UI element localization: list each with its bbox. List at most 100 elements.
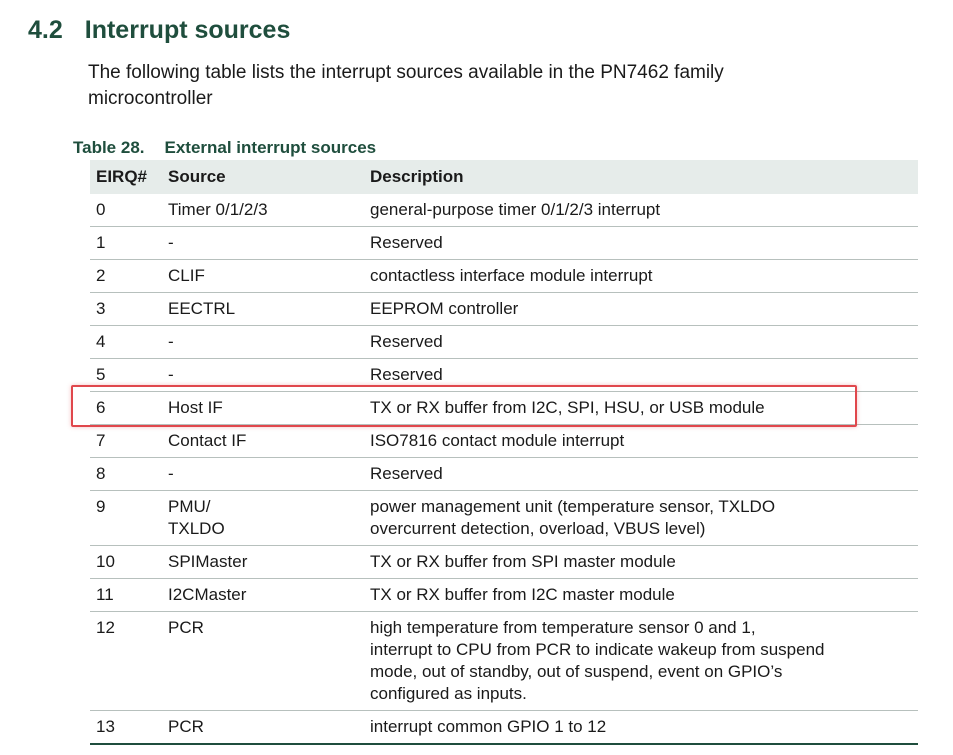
cell-eirq: 13 <box>90 710 162 745</box>
cell-description: Reserved <box>364 358 918 392</box>
table-caption: Table 28. External interrupt sources <box>73 138 376 158</box>
section-number: 4.2 <box>28 16 63 44</box>
cell-description: general-purpose timer 0/1/2/3 interrupt <box>364 194 918 227</box>
table-row: 2 CLIF contactless interface module interr… <box>90 259 918 293</box>
table-row: 6 Host IF TX or RX buffer from I2C, SPI, H… <box>90 391 918 425</box>
description-line: power management unit (temperature senso… <box>370 497 776 516</box>
header-source: Source <box>168 167 226 186</box>
cell-source: PCR <box>162 611 364 711</box>
table-row: 10 SPIMaster TX or RX buffer from SPI mast… <box>90 545 918 579</box>
cell-source: PMU/TXLDO <box>162 490 364 546</box>
cell-description: Reserved <box>364 226 918 260</box>
description-line: EEPROM controller <box>370 299 519 318</box>
cell-description: high temperature from temperature sensor… <box>364 611 918 711</box>
table-row: 11 I2CMaster TX or RX buffer from I2C mast… <box>90 578 918 612</box>
cell-eirq: 2 <box>90 259 162 293</box>
source-line: PCR <box>168 717 204 736</box>
cell-description: ISO7816 contact module interrupt <box>364 424 918 458</box>
cell-source: - <box>162 226 364 260</box>
source-line: Timer 0/1/2/3 <box>168 200 268 219</box>
cell-source: - <box>162 358 364 392</box>
section-heading: 4.2 Interrupt sources <box>28 16 290 45</box>
table-caption-number: Table 28. <box>73 138 145 157</box>
cell-source: I2CMaster <box>162 578 364 612</box>
table-row: 8- Reserved <box>90 457 918 491</box>
cell-eirq: 9 <box>90 490 162 546</box>
cell-eirq: 0 <box>90 194 162 227</box>
source-line: PMU/ <box>168 497 211 516</box>
cell-source: - <box>162 325 364 359</box>
table-row: 13 PCR interrupt common GPIO 1 to 12 <box>90 710 918 745</box>
table-header-row: EIRQ# Source Description <box>90 160 918 194</box>
source-line: PCR <box>168 618 204 637</box>
header-description: Description <box>370 167 464 186</box>
table-row: 3 EECTRL EEPROM controller <box>90 292 918 326</box>
cell-source: PCR <box>162 710 364 745</box>
source-line: - <box>168 233 174 252</box>
cell-description: TX or RX buffer from I2C master module <box>364 578 918 612</box>
source-line: TXLDO <box>168 519 225 538</box>
description-line: TX or RX buffer from I2C master module <box>370 585 675 604</box>
description-line: interrupt to CPU from PCR to indicate wa… <box>370 640 825 659</box>
description-line: interrupt common GPIO 1 to 12 <box>370 717 607 736</box>
source-line: - <box>168 332 174 351</box>
cell-source: Contact IF <box>162 424 364 458</box>
cell-source: Host IF <box>162 391 364 425</box>
cell-eirq: 8 <box>90 457 162 491</box>
cell-description: interrupt common GPIO 1 to 12 <box>364 710 918 745</box>
source-line: Contact IF <box>168 431 247 450</box>
source-line: I2CMaster <box>168 585 247 604</box>
description-line: overcurrent detection, overload, VBUS le… <box>370 519 706 538</box>
source-line: - <box>168 464 174 483</box>
cell-description: contactless interface module interrupt <box>364 259 918 293</box>
cell-source: Timer 0/1/2/3 <box>162 194 364 227</box>
description-line: high temperature from temperature sensor… <box>370 618 756 637</box>
description-line: Reserved <box>370 233 443 252</box>
interrupt-sources-table: EIRQ# Source Description 0 Timer 0/1/2/3 g… <box>90 160 918 745</box>
table-caption-title: External interrupt sources <box>164 138 377 157</box>
description-line: general-purpose timer 0/1/2/3 interrupt <box>370 200 661 219</box>
cell-eirq: 12 <box>90 611 162 711</box>
cell-description: EEPROM controller <box>364 292 918 326</box>
table-row: 7 Contact IF ISO7816 contact module interr… <box>90 424 918 458</box>
description-line: configured as inputs. <box>370 684 527 703</box>
cell-eirq: 5 <box>90 358 162 392</box>
table-row: 0 Timer 0/1/2/3 general-purpose timer 0/1/… <box>90 194 918 227</box>
cell-eirq: 1 <box>90 226 162 260</box>
description-line: mode, out of standby, out of suspend, ev… <box>370 662 783 681</box>
description-line: TX or RX buffer from SPI master module <box>370 552 676 571</box>
description-line: Reserved <box>370 464 443 483</box>
cell-source: CLIF <box>162 259 364 293</box>
source-line: EECTRL <box>168 299 236 318</box>
table-row: 5- Reserved <box>90 358 918 392</box>
cell-description: TX or RX buffer from SPI master module <box>364 545 918 579</box>
cell-source: SPIMaster <box>162 545 364 579</box>
source-line: Host IF <box>168 398 223 417</box>
source-line: SPIMaster <box>168 552 248 571</box>
header-eirq: EIRQ# <box>96 167 148 186</box>
source-line: CLIF <box>168 266 205 285</box>
description-line: Reserved <box>370 332 443 351</box>
cell-eirq: 11 <box>90 578 162 612</box>
description-line: Reserved <box>370 365 443 384</box>
description-line: contactless interface module interrupt <box>370 266 653 285</box>
description-line: TX or RX buffer from I2C, SPI, HSU, or U… <box>370 398 765 417</box>
table-row: 1- Reserved <box>90 226 918 260</box>
description-line: ISO7816 contact module interrupt <box>370 431 625 450</box>
table-row: 12 PCR high temperature from temperature s… <box>90 611 918 711</box>
cell-eirq: 7 <box>90 424 162 458</box>
cell-eirq: 6 <box>90 391 162 425</box>
table-row: 4- Reserved <box>90 325 918 359</box>
cell-description: Reserved <box>364 457 918 491</box>
cell-description: TX or RX buffer from I2C, SPI, HSU, or U… <box>364 391 918 425</box>
cell-eirq: 4 <box>90 325 162 359</box>
cell-source: - <box>162 457 364 491</box>
cell-description: Reserved <box>364 325 918 359</box>
cell-eirq: 10 <box>90 545 162 579</box>
cell-source: EECTRL <box>162 292 364 326</box>
section-title: Interrupt sources <box>84 16 291 44</box>
intro-paragraph: The following table lists the interrupt … <box>88 62 724 109</box>
table-row: 9 PMU/TXLDO power management unit (tempera… <box>90 490 918 546</box>
cell-description: power management unit (temperature senso… <box>364 490 918 546</box>
cell-eirq: 3 <box>90 292 162 326</box>
